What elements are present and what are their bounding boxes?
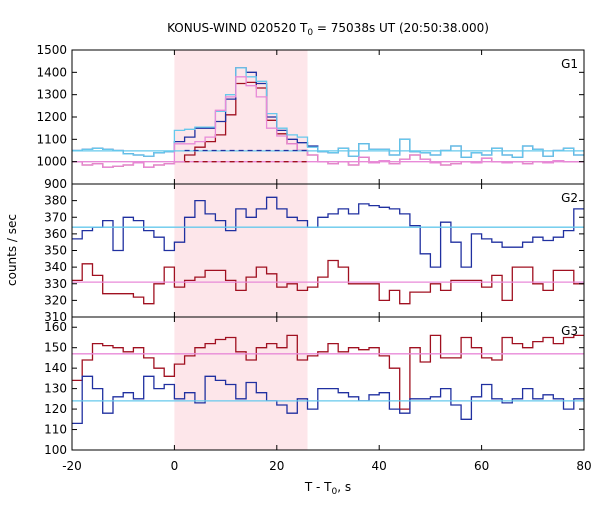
series-g1-light_blue-step	[72, 67, 584, 158]
y-tick-label: 140	[44, 361, 67, 375]
x-tick-label: 60	[474, 459, 489, 473]
y-tick-label: 1100	[36, 132, 67, 146]
y-tick-label: 150	[44, 341, 67, 355]
y-tick-label: 360	[44, 227, 67, 241]
x-tick-label: 40	[372, 459, 387, 473]
panel-frame	[71, 316, 585, 451]
series-g2-blue-step	[72, 196, 584, 268]
x-tick-label: 20	[269, 459, 284, 473]
highlight-band	[174, 184, 308, 317]
panel-label: G2	[561, 191, 578, 205]
series-g1-blue-step	[72, 67, 584, 158]
chart-title: KONUS-WIND 020520 T0 = 75038s UT (20:50:…	[167, 21, 489, 38]
y-tick-label: 320	[44, 293, 67, 307]
y-tick-label: 370	[44, 210, 67, 224]
series-group	[72, 196, 584, 305]
panel-g3: 100 110 120 130 140 150 160 G3	[44, 316, 585, 457]
x-axis-title: T - T0, s	[304, 480, 351, 497]
panel-label: G3	[561, 324, 578, 338]
y-tick-label: 330	[44, 277, 67, 291]
y-tick-label: 110	[44, 423, 67, 437]
y-tick-label: 1300	[36, 88, 67, 102]
y-tick-label: 100	[44, 443, 67, 457]
y-tick-label: 1500	[36, 43, 67, 57]
panel-g1: 900 1000 1100 1200 1300 1400 1500 G1	[36, 43, 585, 191]
y-tick-label: 340	[44, 260, 67, 274]
y-axis-title: counts / sec	[5, 214, 19, 286]
x-tick-label: 80	[576, 459, 591, 473]
y-tick-label: 900	[44, 177, 67, 191]
y-tick-label: 350	[44, 244, 67, 258]
y-tick-label: 1200	[36, 110, 67, 124]
x-tick-label: 0	[171, 459, 179, 473]
y-tick-label: 160	[44, 320, 67, 334]
y-tick-label: 1400	[36, 65, 67, 79]
series-group	[72, 334, 584, 425]
series-g1-pink-step	[72, 76, 584, 168]
panel-label: G1	[561, 57, 578, 71]
highlight-band	[174, 50, 308, 184]
series-g3-dark_red-step	[72, 334, 584, 410]
y-tick-label: 120	[44, 402, 67, 416]
y-tick-label: 1000	[36, 155, 67, 169]
series-g3-blue-step	[72, 375, 584, 425]
series-group	[72, 67, 584, 168]
x-tick-label: -20	[62, 459, 82, 473]
y-tick-label: 130	[44, 382, 67, 396]
panel-frame	[71, 183, 585, 318]
panel-g2: 310 320 330 340 350 360 370 380 G2	[44, 183, 585, 324]
y-tick-label: 380	[44, 194, 67, 208]
y-tick-label: 310	[44, 310, 67, 324]
highlight-band	[174, 317, 308, 450]
